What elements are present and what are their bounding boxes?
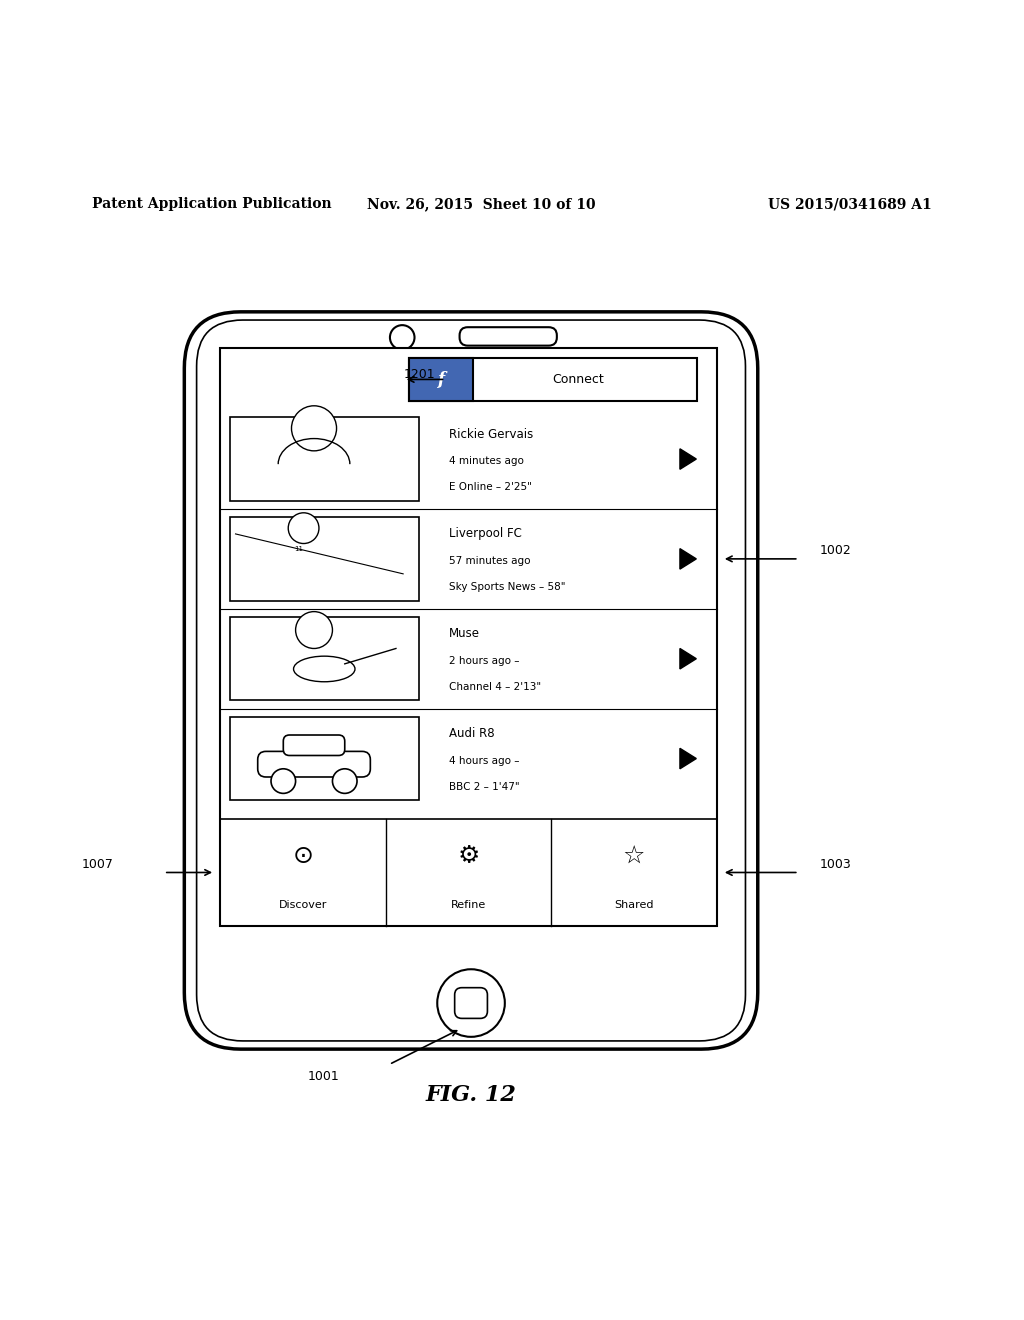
Text: 1002: 1002 [819, 544, 851, 557]
Text: Discover: Discover [279, 900, 327, 909]
Bar [220, 347, 717, 927]
Circle shape [390, 325, 415, 350]
Text: 1001: 1001 [307, 1071, 339, 1084]
Text: Nov. 26, 2015  Sheet 10 of 10: Nov. 26, 2015 Sheet 10 of 10 [367, 197, 596, 211]
Text: Liverpool FC: Liverpool FC [450, 528, 522, 540]
Text: Connect: Connect [552, 374, 603, 385]
Circle shape [271, 768, 296, 793]
Text: BBC 2 – 1'47": BBC 2 – 1'47" [450, 781, 520, 792]
Text: f: f [437, 371, 444, 388]
FancyBboxPatch shape [460, 327, 557, 346]
Text: Rickie Gervais: Rickie Gervais [450, 428, 534, 441]
FancyBboxPatch shape [197, 319, 745, 1041]
Circle shape [292, 405, 337, 451]
FancyBboxPatch shape [258, 751, 371, 777]
Bar [230, 717, 419, 800]
Bar [230, 616, 419, 701]
Circle shape [288, 512, 318, 544]
Text: Muse: Muse [450, 627, 480, 640]
Text: Patent Application Publication: Patent Application Publication [92, 197, 332, 211]
Circle shape [333, 768, 357, 793]
FancyBboxPatch shape [284, 735, 345, 755]
Text: 1007: 1007 [82, 858, 114, 871]
Polygon shape [680, 449, 696, 470]
Text: ☆: ☆ [623, 845, 645, 869]
Text: Sky Sports News – 58": Sky Sports News – 58" [450, 582, 565, 591]
Text: 1201: 1201 [403, 368, 435, 380]
Text: 4 hours ago –: 4 hours ago – [450, 755, 520, 766]
Polygon shape [680, 648, 696, 669]
Text: 2 hours ago –: 2 hours ago – [450, 656, 520, 665]
Text: Shared: Shared [614, 900, 653, 909]
Text: Audi R8: Audi R8 [450, 727, 495, 741]
Text: E Online – 2'25": E Online – 2'25" [450, 482, 532, 492]
Bar [230, 417, 419, 500]
Circle shape [296, 611, 333, 648]
FancyBboxPatch shape [184, 312, 758, 1049]
Text: 11: 11 [294, 545, 303, 552]
Text: ⊙: ⊙ [293, 845, 313, 869]
Text: ⚙: ⚙ [458, 845, 479, 869]
Text: US 2015/0341689 A1: US 2015/0341689 A1 [768, 197, 932, 211]
Text: 57 minutes ago: 57 minutes ago [450, 556, 530, 566]
Bar [409, 358, 697, 401]
Text: Channel 4 – 2'13": Channel 4 – 2'13" [450, 681, 542, 692]
Polygon shape [680, 549, 696, 569]
Circle shape [437, 969, 505, 1036]
Bar [409, 358, 473, 401]
FancyBboxPatch shape [455, 987, 487, 1019]
Text: Refine: Refine [451, 900, 486, 909]
Text: 4 minutes ago: 4 minutes ago [450, 455, 524, 466]
Text: FIG. 12: FIG. 12 [426, 1084, 516, 1106]
Bar [230, 517, 419, 601]
Text: 1003: 1003 [819, 858, 851, 871]
Polygon shape [680, 748, 696, 768]
Ellipse shape [294, 656, 355, 681]
